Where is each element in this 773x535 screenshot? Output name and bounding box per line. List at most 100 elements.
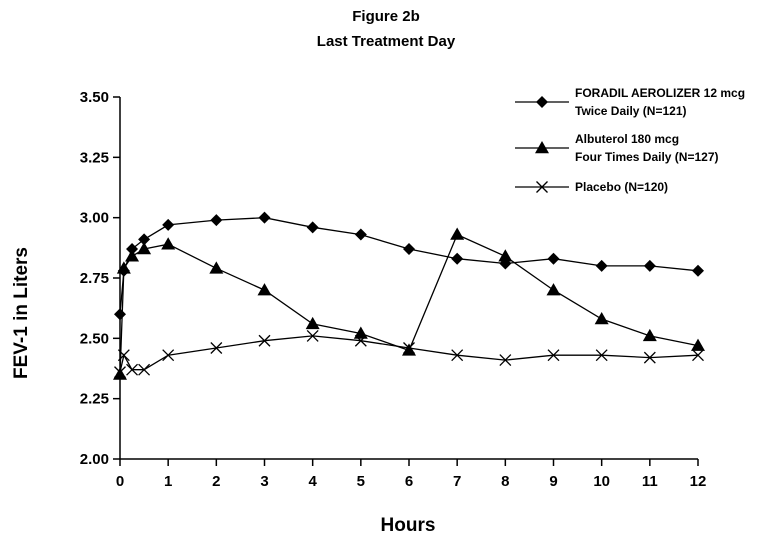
data-point-stroke-b (210, 342, 223, 354)
data-point (692, 264, 704, 277)
data-point (642, 328, 657, 342)
x-tick-label: 9 (549, 473, 557, 490)
legend-label: Albuterol 180 mcg (575, 132, 679, 146)
series-1 (113, 227, 705, 380)
data-point-stroke-b (354, 334, 367, 347)
data-point (126, 363, 139, 376)
data-point (643, 259, 656, 272)
data-point (162, 218, 175, 231)
data-point (209, 261, 224, 274)
data-point-stroke-b (692, 349, 704, 362)
data-point (403, 342, 415, 354)
chart-subtitle: Last Treatment Day (317, 33, 456, 50)
data-point (547, 349, 560, 362)
legend-marker (536, 181, 548, 193)
chart-title: Figure 2b (352, 8, 420, 25)
data-point (403, 243, 415, 256)
series-0 (114, 211, 704, 321)
data-point (451, 349, 464, 362)
y-tick-label: 2.75 (80, 270, 109, 287)
x-tick-label: 0 (116, 473, 124, 490)
data-point (450, 227, 465, 240)
legend-entry-0: FORADIL AEROLIZER 12 mcg Twice Daily (N=1… (515, 86, 745, 118)
data-point (595, 349, 608, 362)
y-tick-label: 3.25 (80, 149, 109, 166)
data-point-stroke-b (451, 349, 464, 362)
x-tick-label: 11 (642, 473, 658, 490)
y-tick-label: 2.50 (80, 330, 109, 347)
data-point (258, 334, 271, 347)
data-point (126, 243, 139, 256)
data-point (114, 366, 126, 379)
data-point (643, 351, 656, 364)
data-point (547, 252, 560, 265)
data-point (138, 233, 151, 246)
x-tick-label: 4 (308, 473, 317, 490)
data-point (306, 221, 319, 234)
x-tick-label: 10 (593, 473, 610, 490)
series-layer (113, 211, 705, 380)
data-point-stroke-b (138, 363, 151, 376)
data-point (354, 228, 367, 241)
data-point (138, 363, 151, 376)
data-point (546, 283, 561, 296)
data-point-stroke-b (499, 354, 512, 367)
data-point-stroke-b (595, 349, 608, 362)
legend-marker (536, 96, 548, 108)
x-tick-label: 3 (260, 473, 268, 490)
data-point-stroke-b (126, 363, 139, 376)
legend-marker (535, 141, 549, 154)
legend-label: FORADIL AEROLIZER 12 mcg (575, 86, 745, 100)
y-axis-title: FEV-1 in Liters (11, 247, 32, 379)
legend: FORADIL AEROLIZER 12 mcg Twice Daily (N=1… (515, 86, 745, 194)
data-point (691, 338, 705, 351)
data-point (594, 312, 609, 325)
data-point (114, 308, 126, 321)
x-tick-label: 8 (501, 473, 509, 490)
y-tick-label: 3.00 (80, 210, 109, 227)
x-tick-label: 1 (164, 473, 172, 490)
series-line (119, 217, 699, 315)
data-point (692, 349, 704, 362)
data-point (306, 329, 319, 342)
legend-label: Twice Daily (N=121) (575, 104, 687, 118)
y-tick-label: 2.25 (80, 391, 109, 408)
data-point (117, 349, 130, 362)
data-point (113, 367, 127, 380)
data-point (354, 334, 367, 347)
data-point-stroke-b (306, 329, 319, 342)
data-point-stroke-b (258, 334, 271, 347)
legend-entry-1: Albuterol 180 mcg Four Times Daily (N=127… (515, 132, 719, 164)
x-tick-label: 6 (405, 473, 413, 490)
data-point (258, 211, 271, 224)
series-2 (114, 329, 704, 379)
data-point-stroke-b (643, 351, 656, 364)
data-point-stroke-b (114, 366, 126, 379)
data-point (451, 252, 464, 265)
data-point (161, 237, 176, 250)
data-point (210, 214, 223, 227)
data-point-stroke-b (547, 349, 560, 362)
x-axis-title: Hours (381, 515, 436, 535)
data-point (402, 343, 416, 356)
legend-entry-2: Placebo (N=120) (515, 180, 668, 194)
data-point-stroke-b (117, 349, 130, 362)
data-point-stroke-b (403, 342, 415, 354)
data-point (137, 242, 152, 255)
data-point (210, 342, 223, 354)
data-point (162, 349, 175, 362)
axes: 2.002.252.502.753.003.253.500 1 2 3 4 5 6 7 8 9 10… (80, 89, 707, 490)
data-point (498, 249, 513, 262)
x-tick-label: 7 (453, 473, 461, 490)
data-point-stroke-b (162, 349, 175, 362)
y-tick-label: 2.00 (80, 451, 109, 468)
data-point (595, 259, 608, 272)
x-tick-label: 12 (690, 473, 707, 490)
data-point (353, 326, 368, 339)
legend-marker-stroke-b (536, 181, 548, 193)
data-point (257, 283, 272, 296)
y-tick-label: 3.50 (80, 89, 109, 106)
data-point (116, 261, 131, 274)
data-point (305, 316, 320, 330)
